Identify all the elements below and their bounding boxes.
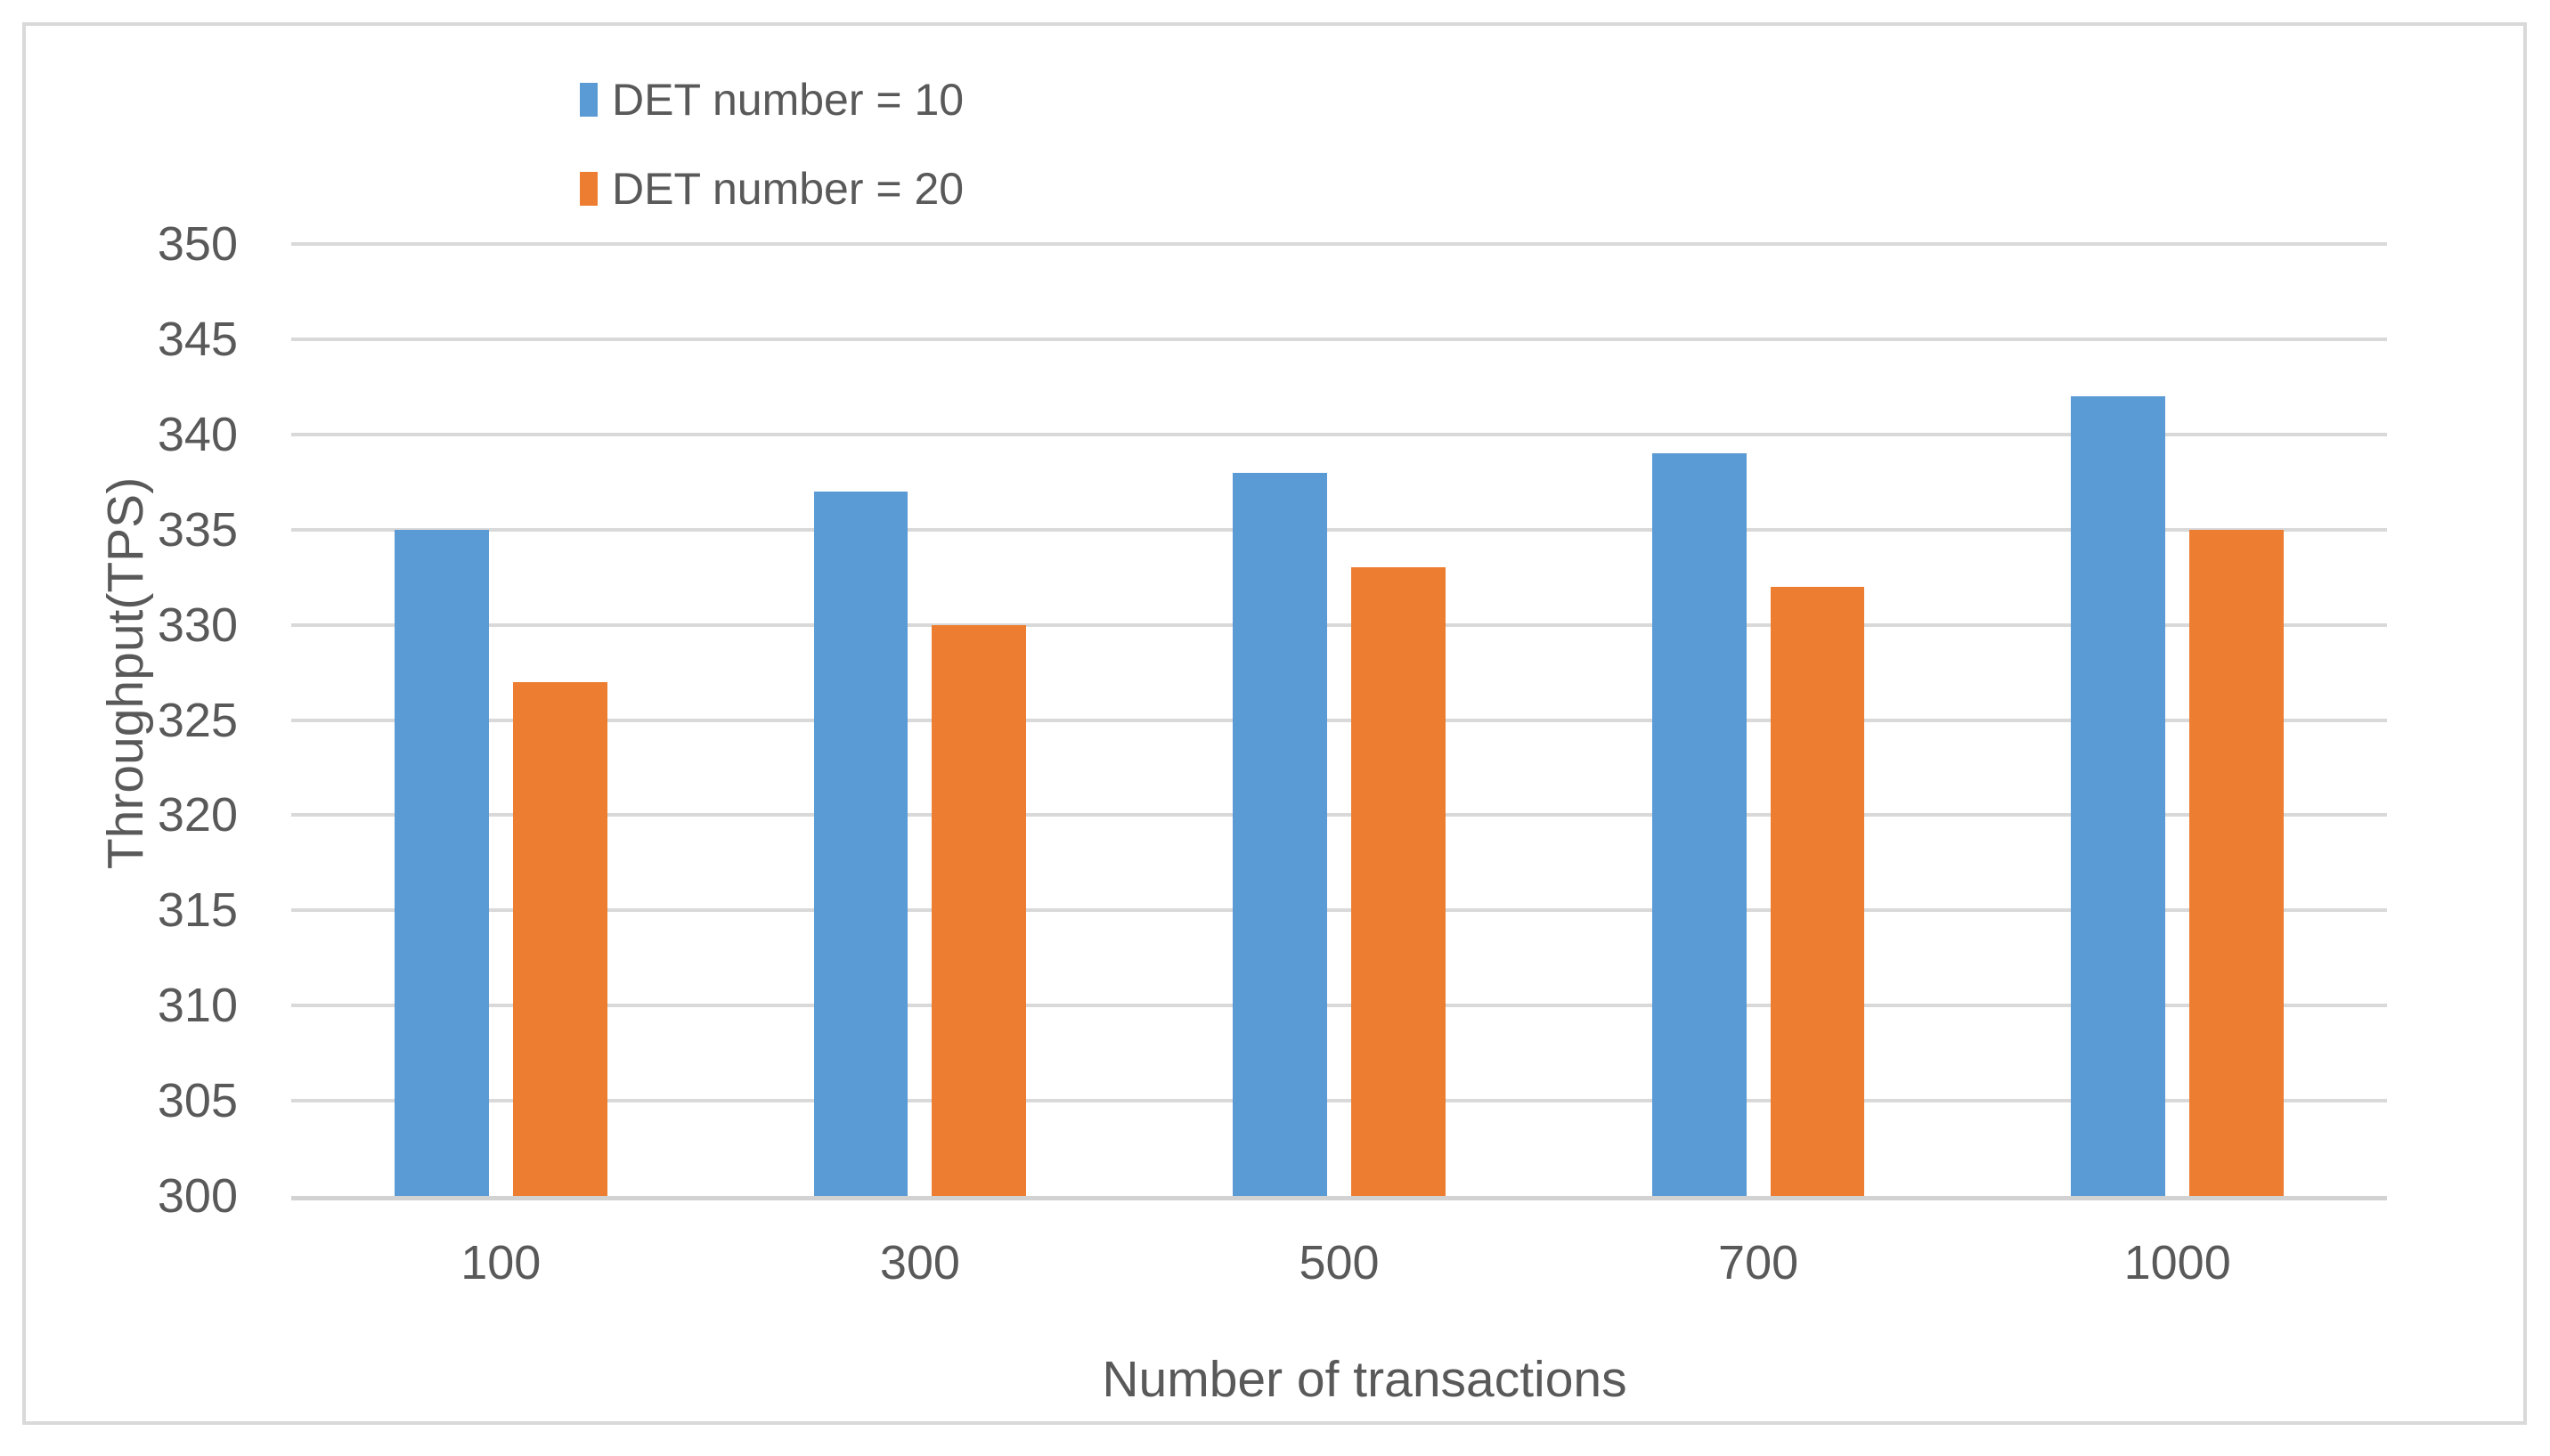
y-tick-label-340: 340 <box>157 407 238 461</box>
legend-entry-det10: DET number = 10 <box>580 68 964 132</box>
bar-series2-x1000 <box>2189 529 2285 1196</box>
gridline-340 <box>291 432 2387 436</box>
bar-series2-x500 <box>1350 567 1446 1196</box>
gridline-350 <box>291 242 2387 246</box>
bar-series1-x100 <box>394 529 489 1196</box>
gridline-335 <box>291 527 2387 532</box>
y-tick-label-320: 320 <box>157 788 238 842</box>
bar-series2-x100 <box>512 681 607 1196</box>
legend-swatch-det10-icon <box>580 83 598 117</box>
plot-area <box>291 242 2387 1200</box>
category-slot-700 <box>1549 244 1968 1196</box>
legend-label-det20: DET number = 20 <box>612 164 965 214</box>
x-tick-label-1000: 1000 <box>2123 1236 2231 1289</box>
category-slot-100 <box>291 244 711 1196</box>
category-slot-1000 <box>1967 244 2387 1196</box>
x-axis-title: Number of transactions <box>1102 1351 1627 1408</box>
gridline-315 <box>291 908 2387 913</box>
x-tick-label-500: 500 <box>1299 1236 1380 1289</box>
gridline-305 <box>291 1099 2387 1103</box>
category-slot-500 <box>1129 244 1549 1196</box>
category-slot-300 <box>711 244 1130 1196</box>
bar-series1-x500 <box>1233 472 1327 1196</box>
bar-series1-x1000 <box>2071 396 2166 1196</box>
gridline-310 <box>291 1004 2387 1008</box>
y-tick-label-300: 300 <box>157 1169 238 1223</box>
bar-series2-x300 <box>932 624 1027 1196</box>
x-tick-label-100: 100 <box>460 1236 542 1289</box>
y-tick-label-325: 325 <box>157 693 238 747</box>
bar-series1-x300 <box>813 491 908 1196</box>
y-tick-label-335: 335 <box>157 502 238 557</box>
y-tick-label-315: 315 <box>157 883 238 938</box>
x-tick-label-300: 300 <box>879 1236 960 1289</box>
legend-swatch-det20-icon <box>580 172 598 206</box>
y-tick-label-345: 345 <box>157 312 238 366</box>
y-tick-label-310: 310 <box>157 979 238 1033</box>
x-tick-label-700: 700 <box>1718 1236 1799 1289</box>
bar-series2-x700 <box>1770 586 1865 1196</box>
bar-series1-x700 <box>1651 453 1747 1196</box>
legend-label-det10: DET number = 10 <box>612 75 965 125</box>
gridline-345 <box>291 337 2387 341</box>
y-tick-label-305: 305 <box>157 1074 238 1128</box>
y-tick-label-330: 330 <box>157 598 238 652</box>
gridline-320 <box>291 813 2387 817</box>
y-tick-label-350: 350 <box>157 217 238 271</box>
gridline-325 <box>291 718 2387 722</box>
gridline-330 <box>291 622 2387 627</box>
legend-entry-det20: DET number = 20 <box>580 157 964 221</box>
